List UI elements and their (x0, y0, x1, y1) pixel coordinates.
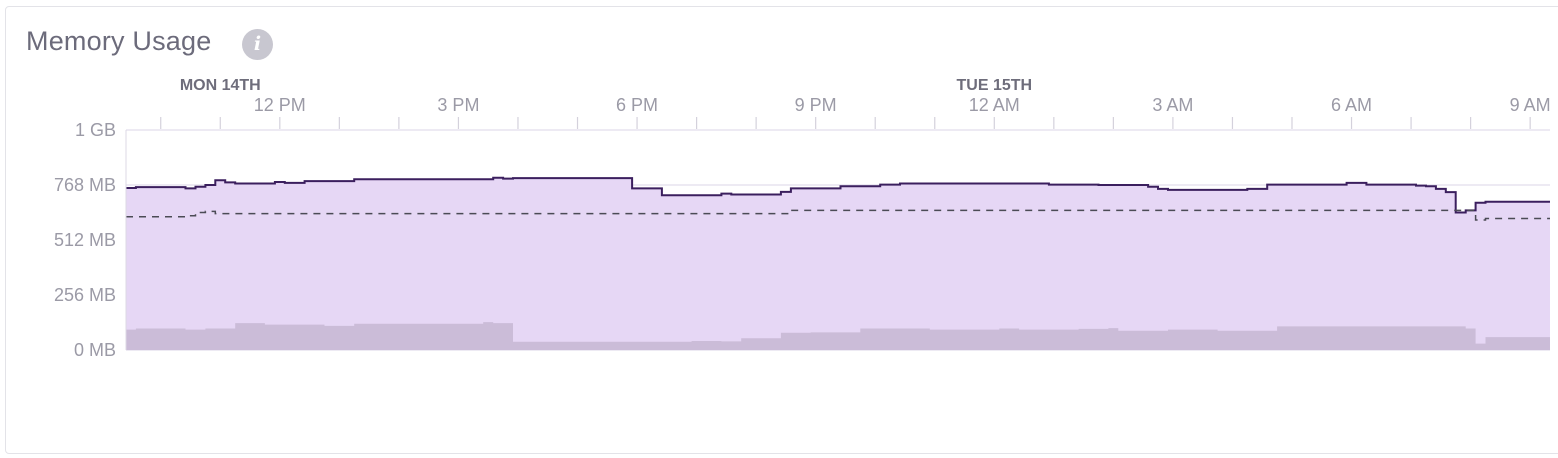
y-tick-label: 1 GB (75, 120, 116, 140)
y-tick-label: 512 MB (54, 230, 116, 250)
day-label: MON 14TH (180, 77, 261, 94)
series-dashed-line-1 (126, 209, 1550, 221)
info-icon[interactable]: i (242, 29, 273, 60)
y-tick-label: 256 MB (54, 285, 116, 305)
x-tick-label: 3 AM (1152, 95, 1193, 115)
x-tick-label: 6 AM (1331, 95, 1372, 115)
x-tick-label: 9 AM (1510, 95, 1551, 115)
panel-title: Memory Usage (26, 26, 212, 56)
series-lines (126, 176, 1550, 221)
day-label: TUE 15TH (957, 77, 1033, 94)
axes: 12 PM 3 PM 6 PM 9 PM 12 AM 3 AM 6 AM 9 AM MON 14… (54, 77, 1551, 360)
x-tick-label: 3 PM (437, 95, 479, 115)
series-line-0 (126, 176, 1550, 214)
series-area-2 (126, 322, 1550, 350)
series-areas (126, 177, 1550, 350)
x-tick-label: 12 PM (254, 95, 306, 115)
x-tick-label: 9 PM (795, 95, 837, 115)
x-tick-label: 6 PM (616, 95, 658, 115)
x-tick-label: 12 AM (969, 95, 1020, 115)
y-tick-label: 768 MB (54, 175, 116, 195)
y-tick-label: 0 MB (74, 340, 116, 360)
series-area-0 (126, 177, 1550, 350)
